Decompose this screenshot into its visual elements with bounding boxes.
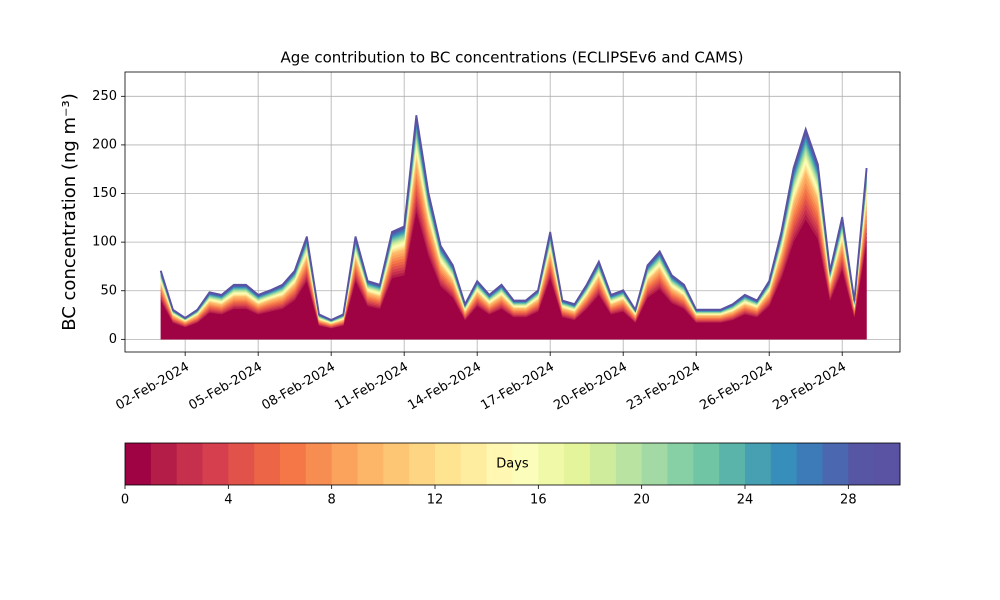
colorbar-segment <box>770 443 798 485</box>
colorbar-segment <box>254 443 281 485</box>
colorbar-segment <box>435 443 462 485</box>
y-tick-label: 100 <box>92 235 117 250</box>
colorbar-segment <box>383 443 410 485</box>
y-tick-label: 150 <box>92 186 117 201</box>
y-tick-label: 200 <box>92 137 117 152</box>
colorbar-segment <box>150 443 178 485</box>
x-tick-label: 05-Feb-2024 <box>186 360 265 414</box>
colorbar-tick-label: 4 <box>224 493 232 508</box>
colorbar-segment <box>176 443 203 485</box>
colorbar-segment <box>202 443 229 485</box>
colorbar-segment <box>512 443 539 485</box>
colorbar-segment <box>796 443 823 485</box>
colorbar-segment <box>719 443 746 485</box>
y-tick-label: 50 <box>100 283 117 298</box>
colorbar-segment <box>667 443 694 485</box>
colorbar-frame <box>124 442 901 486</box>
colorbar-segment <box>280 443 307 485</box>
colorbar-label: Days <box>496 457 529 472</box>
y-axis-label: BC concentration (ng m⁻³) <box>59 93 80 331</box>
colorbar-tick-label: 20 <box>633 493 650 508</box>
colorbar-segment <box>874 443 901 485</box>
x-tick-label: 08-Feb-2024 <box>259 360 338 414</box>
x-tick-label: 29-Feb-2024 <box>770 360 849 414</box>
colorbar-tick-label: 24 <box>737 493 754 508</box>
colorbar-segment <box>745 443 772 485</box>
x-tick-label: 20-Feb-2024 <box>551 360 630 414</box>
colorbar-segment <box>538 443 565 485</box>
colorbar-tick-label: 8 <box>328 493 336 508</box>
x-tick-label: 02-Feb-2024 <box>113 360 192 414</box>
chart-title: Age contribution to BC concentrations (E… <box>281 49 744 67</box>
x-tick-label: 23-Feb-2024 <box>624 360 703 414</box>
x-tick-label: 14-Feb-2024 <box>405 360 484 414</box>
colorbar-segment <box>486 443 513 485</box>
plot-frame <box>124 71 901 353</box>
colorbar-segment <box>590 443 617 485</box>
colorbar-tick-label: 16 <box>530 493 547 508</box>
y-tick-label: 250 <box>92 89 117 104</box>
area-layer <box>160 117 867 321</box>
area-layer <box>160 210 867 340</box>
colorbar-segment <box>848 443 875 485</box>
colorbar-tick-label: 12 <box>427 493 444 508</box>
colorbar-segment <box>305 443 333 485</box>
colorbar-segment <box>564 443 591 485</box>
x-tick-label: 11-Feb-2024 <box>332 360 411 414</box>
colorbar-segment <box>615 443 643 485</box>
colorbar-segment <box>460 443 488 485</box>
area-layer <box>159 115 868 322</box>
colorbar-segment <box>409 443 436 485</box>
colorbar-segment <box>125 443 152 485</box>
colorbar-segment <box>228 443 255 485</box>
colorbar-segment <box>641 443 668 485</box>
colorbar-tick-label: 28 <box>840 493 857 508</box>
y-tick-label: 0 <box>109 332 117 347</box>
colorbar-tick-label: 0 <box>121 493 129 508</box>
x-tick-label: 26-Feb-2024 <box>697 360 776 414</box>
colorbar-segment <box>693 443 720 485</box>
x-tick-label: 17-Feb-2024 <box>478 360 557 414</box>
colorbar-segment <box>357 443 384 485</box>
colorbar-segment <box>822 443 849 485</box>
colorbar-segment <box>331 443 358 485</box>
